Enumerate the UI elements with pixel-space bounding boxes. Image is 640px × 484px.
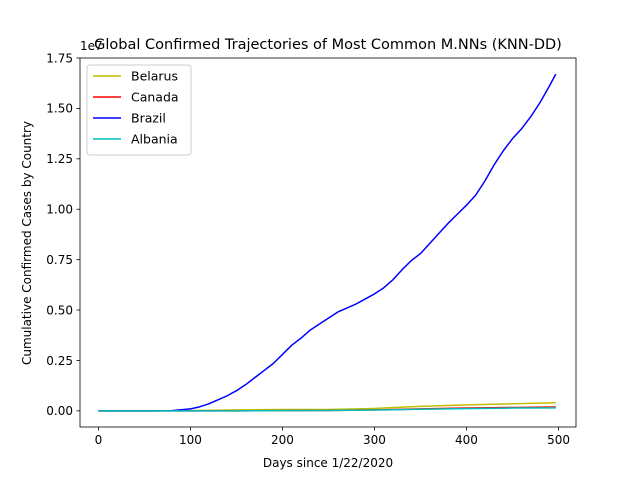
legend-box <box>86 64 192 156</box>
x-tick-label: 300 <box>363 433 386 447</box>
y-tick-label: 0.50 <box>46 303 73 317</box>
y-axis: 0.00 0.25 0.50 0.75 1.00 1.25 1.50 1.75 <box>46 51 80 418</box>
x-tick-label: 0 <box>95 433 103 447</box>
y-tick-label: 1.00 <box>46 203 73 217</box>
legend-label-belarus: Belarus <box>131 69 178 84</box>
series-line-belarus <box>98 402 556 412</box>
y-tick-label: 0.25 <box>46 354 73 368</box>
chart-title: Global Confirmed Trajectories of Most Co… <box>94 37 562 53</box>
y-tick-label: 1.50 <box>46 102 73 116</box>
x-tick-label: 500 <box>547 433 570 447</box>
y-tick-label: 0.00 <box>46 404 73 418</box>
x-axis: 0 100 200 300 400 500 <box>95 427 570 447</box>
legend-label-brazil: Brazil <box>131 111 166 126</box>
series-line-brazil <box>98 73 557 412</box>
y-offset-label: 1e7 <box>80 39 103 53</box>
y-tick-label: 1.25 <box>46 152 73 166</box>
y-axis-label: Cumulative Confirmed Cases by Country <box>20 121 34 365</box>
x-tick-label: 200 <box>271 433 294 447</box>
legend-label-albania: Albania <box>131 132 178 147</box>
y-tick-label: 1.75 <box>46 51 73 65</box>
legend: Belarus Canada Brazil Albania <box>86 64 192 156</box>
x-tick-label: 100 <box>179 433 202 447</box>
y-tick-label: 0.75 <box>46 253 73 267</box>
x-tick-label: 400 <box>455 433 478 447</box>
plot-frame <box>79 57 577 428</box>
plot-content <box>98 73 557 412</box>
series-line-albania <box>98 407 556 412</box>
legend-label-canada: Canada <box>131 90 179 105</box>
x-axis-label: Days since 1/22/2020 <box>263 456 393 470</box>
